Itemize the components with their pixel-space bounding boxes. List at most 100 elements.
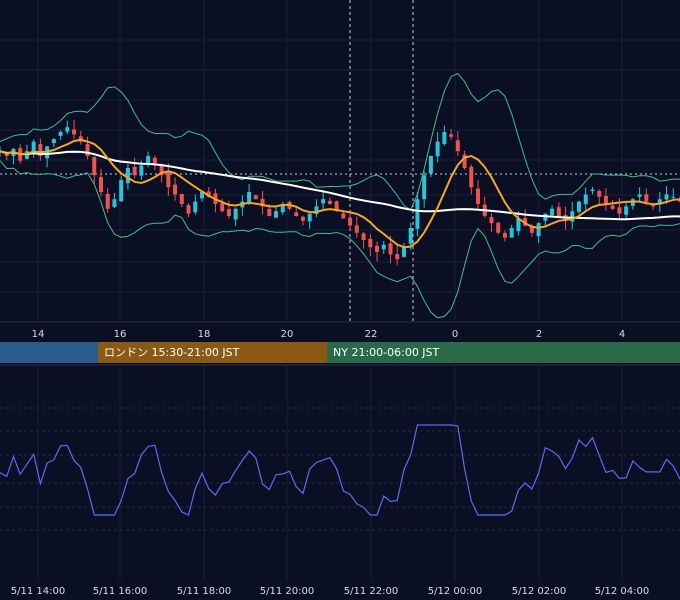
candle-body [523,218,528,226]
candle-body [348,217,353,226]
candle-body [152,157,157,164]
osc-x-tick-label: 5/12 00:00 [428,586,482,597]
candle-body [469,166,474,188]
candle-body [496,222,501,233]
candle-body [577,201,582,212]
candle-body [193,201,198,213]
candle-body [657,199,662,204]
candle-body [38,144,43,156]
candle-body [435,141,440,157]
session-band-ny: NY 21:00-06:00 JST [327,342,680,363]
candle-body [321,199,326,204]
osc-x-tick-label: 5/11 20:00 [260,586,314,597]
candle-body [624,206,629,215]
candle-body [415,199,420,229]
candle-body [247,192,252,204]
candle-body [186,205,191,214]
candle-body [401,247,406,257]
candle-body [233,208,238,220]
candle-body [85,144,90,156]
candle-body [375,245,380,252]
candle-body [489,217,494,224]
candle-body [556,207,561,216]
candle-body [327,200,332,204]
price-x-tick-label: 0 [452,329,458,340]
candle-body [388,243,393,255]
session-band-london: ロンドン 15:30-21:00 JST [98,342,327,363]
ma-short-line [0,138,680,249]
candle-body [226,209,231,216]
osc-x-tick-label: 5/11 22:00 [344,586,398,597]
candle-body [267,208,272,216]
candle-body [206,191,211,197]
candle-body [280,204,285,213]
candle-body [644,194,649,202]
osc-x-tick-label: 5/11 14:00 [11,586,65,597]
candle-body [341,213,346,219]
price-x-tick-label: 16 [114,329,127,340]
candle-body [583,194,588,205]
candle-body [354,225,359,233]
candle-body [617,207,622,214]
candle-body [449,134,454,137]
candle-body [610,205,615,209]
candle-body [220,203,225,212]
candle-body [72,129,77,135]
candle-body [428,156,433,174]
candle-body [260,198,265,207]
bollinger-lower [0,160,680,319]
candle-body [159,165,164,176]
candle-body [455,140,460,152]
candle-body [98,177,103,192]
candle-body [603,195,608,204]
price-x-tick-label: 18 [198,329,211,340]
osc-x-tick-label: 5/12 04:00 [595,586,649,597]
price-x-tick-label: 20 [281,329,294,340]
candle-body [442,132,447,145]
candle-body [590,189,595,192]
candle-body [509,228,514,238]
candle-body [529,226,534,233]
candle-body [132,166,137,176]
candle-body [671,196,676,198]
candle-body [516,218,521,232]
candle-body [502,232,507,238]
candle-body [314,206,319,214]
oscillator-line [0,424,680,516]
candle-body [307,213,312,222]
candle-body [146,156,151,164]
osc-x-tick-label: 5/12 02:00 [512,586,566,597]
osc-x-tick-label: 5/11 16:00 [93,586,147,597]
candle-body [381,244,386,250]
candle-body [422,175,427,200]
candle-body [4,153,9,156]
candle-body [139,165,144,176]
price-x-tick-label: 2 [536,329,542,340]
osc-x-tick-label: 5/11 18:00 [177,586,231,597]
price-x-tick-label: 22 [365,329,378,340]
candle-body [119,180,124,202]
candle-body [664,194,669,200]
candle-body [408,228,413,244]
candle-body [550,208,555,216]
candle-body [476,188,481,204]
ma-long-line [0,150,680,221]
session-label-ny: NY 21:00-06:00 JST [333,346,440,359]
candle-body [637,194,642,197]
candle-body [51,139,56,144]
candle-body [300,216,305,221]
candle-body [334,201,339,212]
candle-body [125,168,130,184]
candle-body [294,212,299,216]
session-band-tokyo [0,342,98,363]
candle-body [199,192,204,199]
candle-body [112,199,117,207]
candle-body [462,154,467,168]
candle-body [651,204,656,207]
candle-body [361,233,366,240]
candle-body [570,211,575,222]
candle-body [395,254,400,260]
price-x-tick-label: 4 [619,329,625,340]
